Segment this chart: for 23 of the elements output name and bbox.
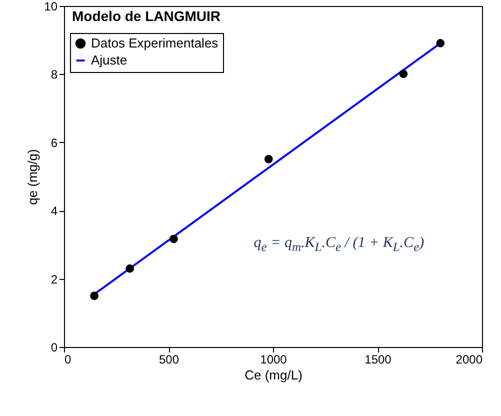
text: q$_{e}$ = q$_{m}$.K$_{L}$.C$_{e}$ / (1 + K$_{L}$.C$_{e}$) (254, 234, 424, 254)
x-tick-label: 1000 (260, 352, 288, 366)
y-tick-label: 8 (50, 68, 58, 82)
x-tick-label: 2000 (456, 352, 483, 366)
y-tick-label: 6 (50, 136, 58, 150)
point (170, 234, 178, 244)
legend-label: Ajuste (91, 52, 128, 68)
point (126, 264, 134, 273)
point (399, 70, 408, 78)
x-tick-label: 500 (158, 352, 180, 366)
legend-label: Datos Experimentales (91, 36, 219, 50)
point (436, 38, 445, 48)
y-tick-label: 0 (50, 340, 58, 354)
x-tick-label: 0 (64, 352, 72, 366)
y-axis-title: qe (mg/g) (25, 149, 40, 205)
point (90, 292, 99, 300)
y-tick-label: 2 (50, 272, 58, 286)
x-axis-title: Ce (mg/L) (244, 368, 302, 382)
y-tick-label: 4 (50, 204, 58, 218)
y-tick-label: 10 (44, 0, 58, 14)
chart-title: Modelo de LANGMUIR (72, 8, 221, 24)
point (264, 154, 273, 164)
x-tick-label: 1500 (364, 352, 392, 366)
